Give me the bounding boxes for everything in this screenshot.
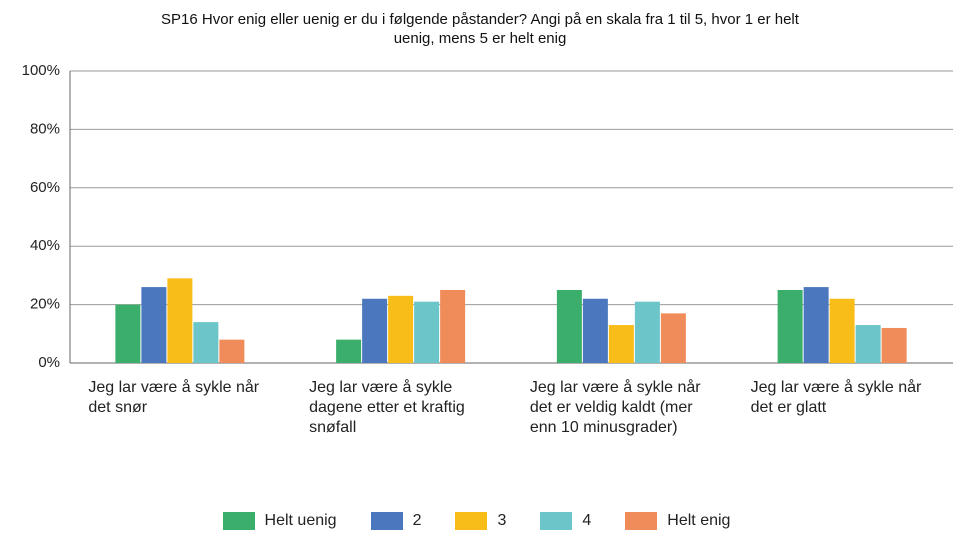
legend-item: 4 [540,512,591,530]
y-tick-label: 100% [22,62,60,79]
x-tick-label: Jeg lar være å sykle når det snør [88,379,260,416]
bar [608,325,634,363]
bar [219,339,245,363]
legend-swatch [370,512,403,530]
bar [193,322,219,363]
bar [362,298,388,363]
legend: Helt uenig 2 3 4 Helt enig [0,512,953,530]
bar [141,287,167,363]
y-tick-label: 0% [38,354,60,371]
legend-label: 4 [582,512,592,529]
legend-label: 2 [412,512,422,529]
legend-item: Helt uenig [222,512,337,530]
bar [414,301,440,363]
y-tick-label: 20% [30,296,60,313]
legend-swatch [222,512,255,530]
legend-swatch [625,512,658,530]
bar [803,287,829,363]
y-tick-label: 80% [30,120,60,137]
bar [881,327,907,363]
legend-swatch [540,512,573,530]
chart-title: SP16 Hvor enig eller uenig er du i følge… [161,11,799,47]
bar [388,295,414,363]
bar [829,298,855,363]
y-tick-label: 60% [30,179,60,196]
legend-label: Helt enig [667,512,731,529]
bar [440,290,466,363]
legend-swatch [455,512,488,530]
x-tick-label: Jeg lar være å sykle dagene etter et kra… [309,379,465,436]
legend-label: 3 [497,512,507,529]
x-tick-label: Jeg lar være å sykle når det er veldig k… [529,379,701,436]
legend-item: 3 [455,512,506,530]
bar [634,301,660,363]
bar [556,290,582,363]
bar [115,304,141,363]
bar [336,339,362,363]
legend-item: 2 [370,512,422,530]
x-tick-label: Jeg lar være å sykle når det er glatt [750,379,922,416]
bar [167,278,193,363]
bar [855,325,881,363]
bar [777,290,803,363]
bar [582,298,608,363]
legend-item: Helt enig [625,512,730,530]
bar [660,313,686,363]
legend-label: Helt uenig [264,512,337,529]
y-tick-label: 40% [30,237,60,254]
